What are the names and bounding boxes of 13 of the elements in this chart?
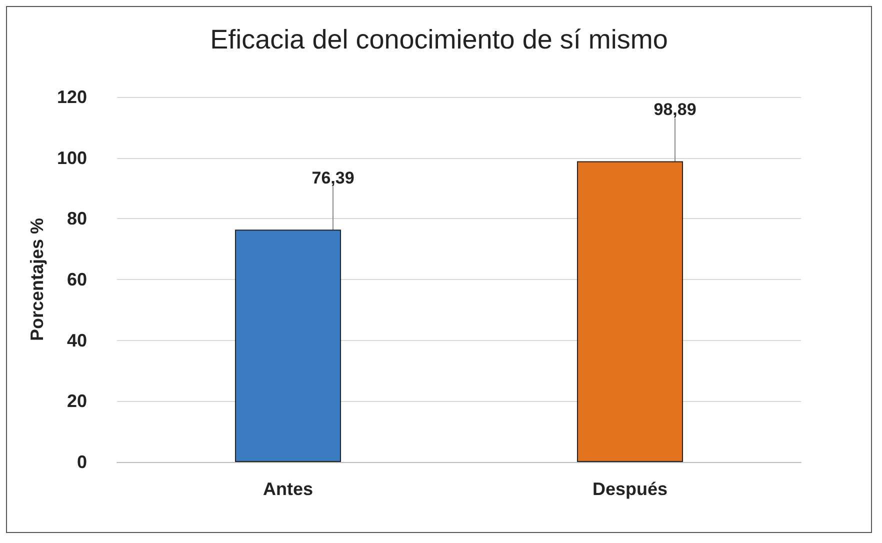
y-axis-title: Porcentajes % [27,218,48,342]
y-tick-label: 120 [56,87,87,107]
y-tick-label: 80 [66,208,87,229]
y-tick-label: 40 [66,330,87,350]
x-tick-label: Después [592,479,668,499]
data-label: 76,39 [312,168,354,188]
x-tick-label: Antes [262,479,314,499]
y-tick-label: 0 [76,452,87,472]
y-tick-label: 100 [56,148,87,168]
data-label: 98,89 [654,100,696,120]
y-tick-label: 20 [66,391,87,412]
y-tick-label: 60 [66,270,87,290]
chart-title: Eficacia del conocimiento de sí mismo [210,24,668,54]
